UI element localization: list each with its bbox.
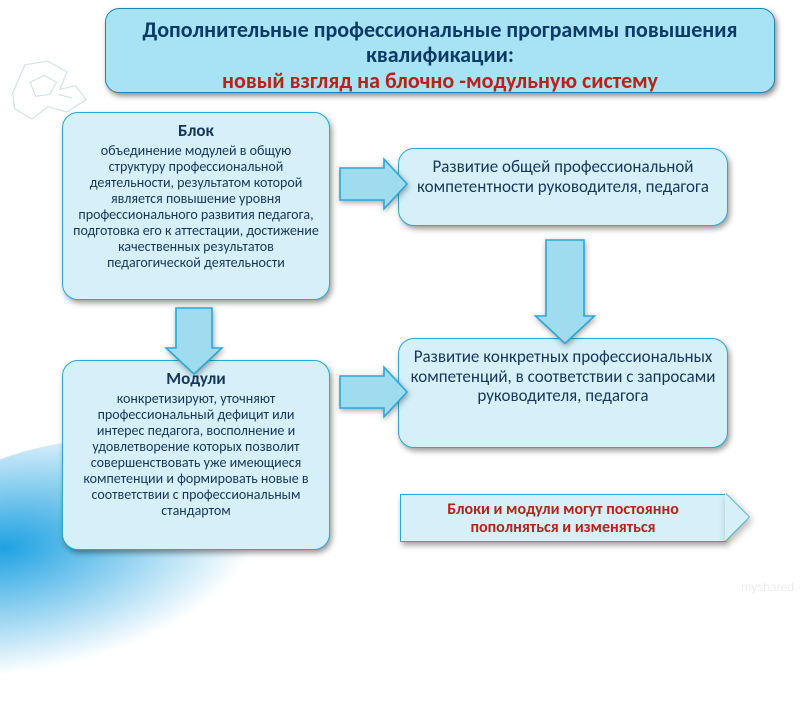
arrow-a1 (340, 159, 407, 209)
box-general-body: Развитие общей профессиональной компетен… (409, 157, 717, 196)
header-line-2: новый взгляд на блочно -модульную систем… (222, 67, 658, 94)
header-line-1: Дополнительные профессиональные программ… (143, 16, 738, 68)
box-modules: Модули конкретизируют, уточняют професси… (62, 360, 330, 550)
box-modules-title: Модули (73, 369, 319, 389)
banner-text: Блоки и модули могут постоянно пополнять… (447, 500, 679, 537)
box-block: Блок объединение модулей в общую структу… (62, 112, 330, 300)
box-modules-body: конкретизируют, уточняют профессиональны… (73, 391, 319, 520)
banner-arrowhead (725, 493, 749, 541)
watermark: myshared (741, 580, 794, 594)
box-specific-competence: Развитие конкретных профессиональных ком… (398, 338, 728, 448)
box-general-competence: Развитие общей профессиональной компетен… (398, 148, 728, 226)
box-block-title: Блок (73, 121, 319, 141)
header-box: Дополнительные профессиональные программ… (105, 8, 775, 93)
box-block-body: объединение модулей в общую структуру пр… (73, 143, 319, 272)
box-specific-body: Развитие конкретных профессиональных ком… (409, 347, 717, 406)
banner-note: Блоки и модули могут постоянно пополнять… (400, 494, 726, 542)
arrow-a4 (340, 367, 407, 417)
arrow-a2 (536, 240, 595, 343)
